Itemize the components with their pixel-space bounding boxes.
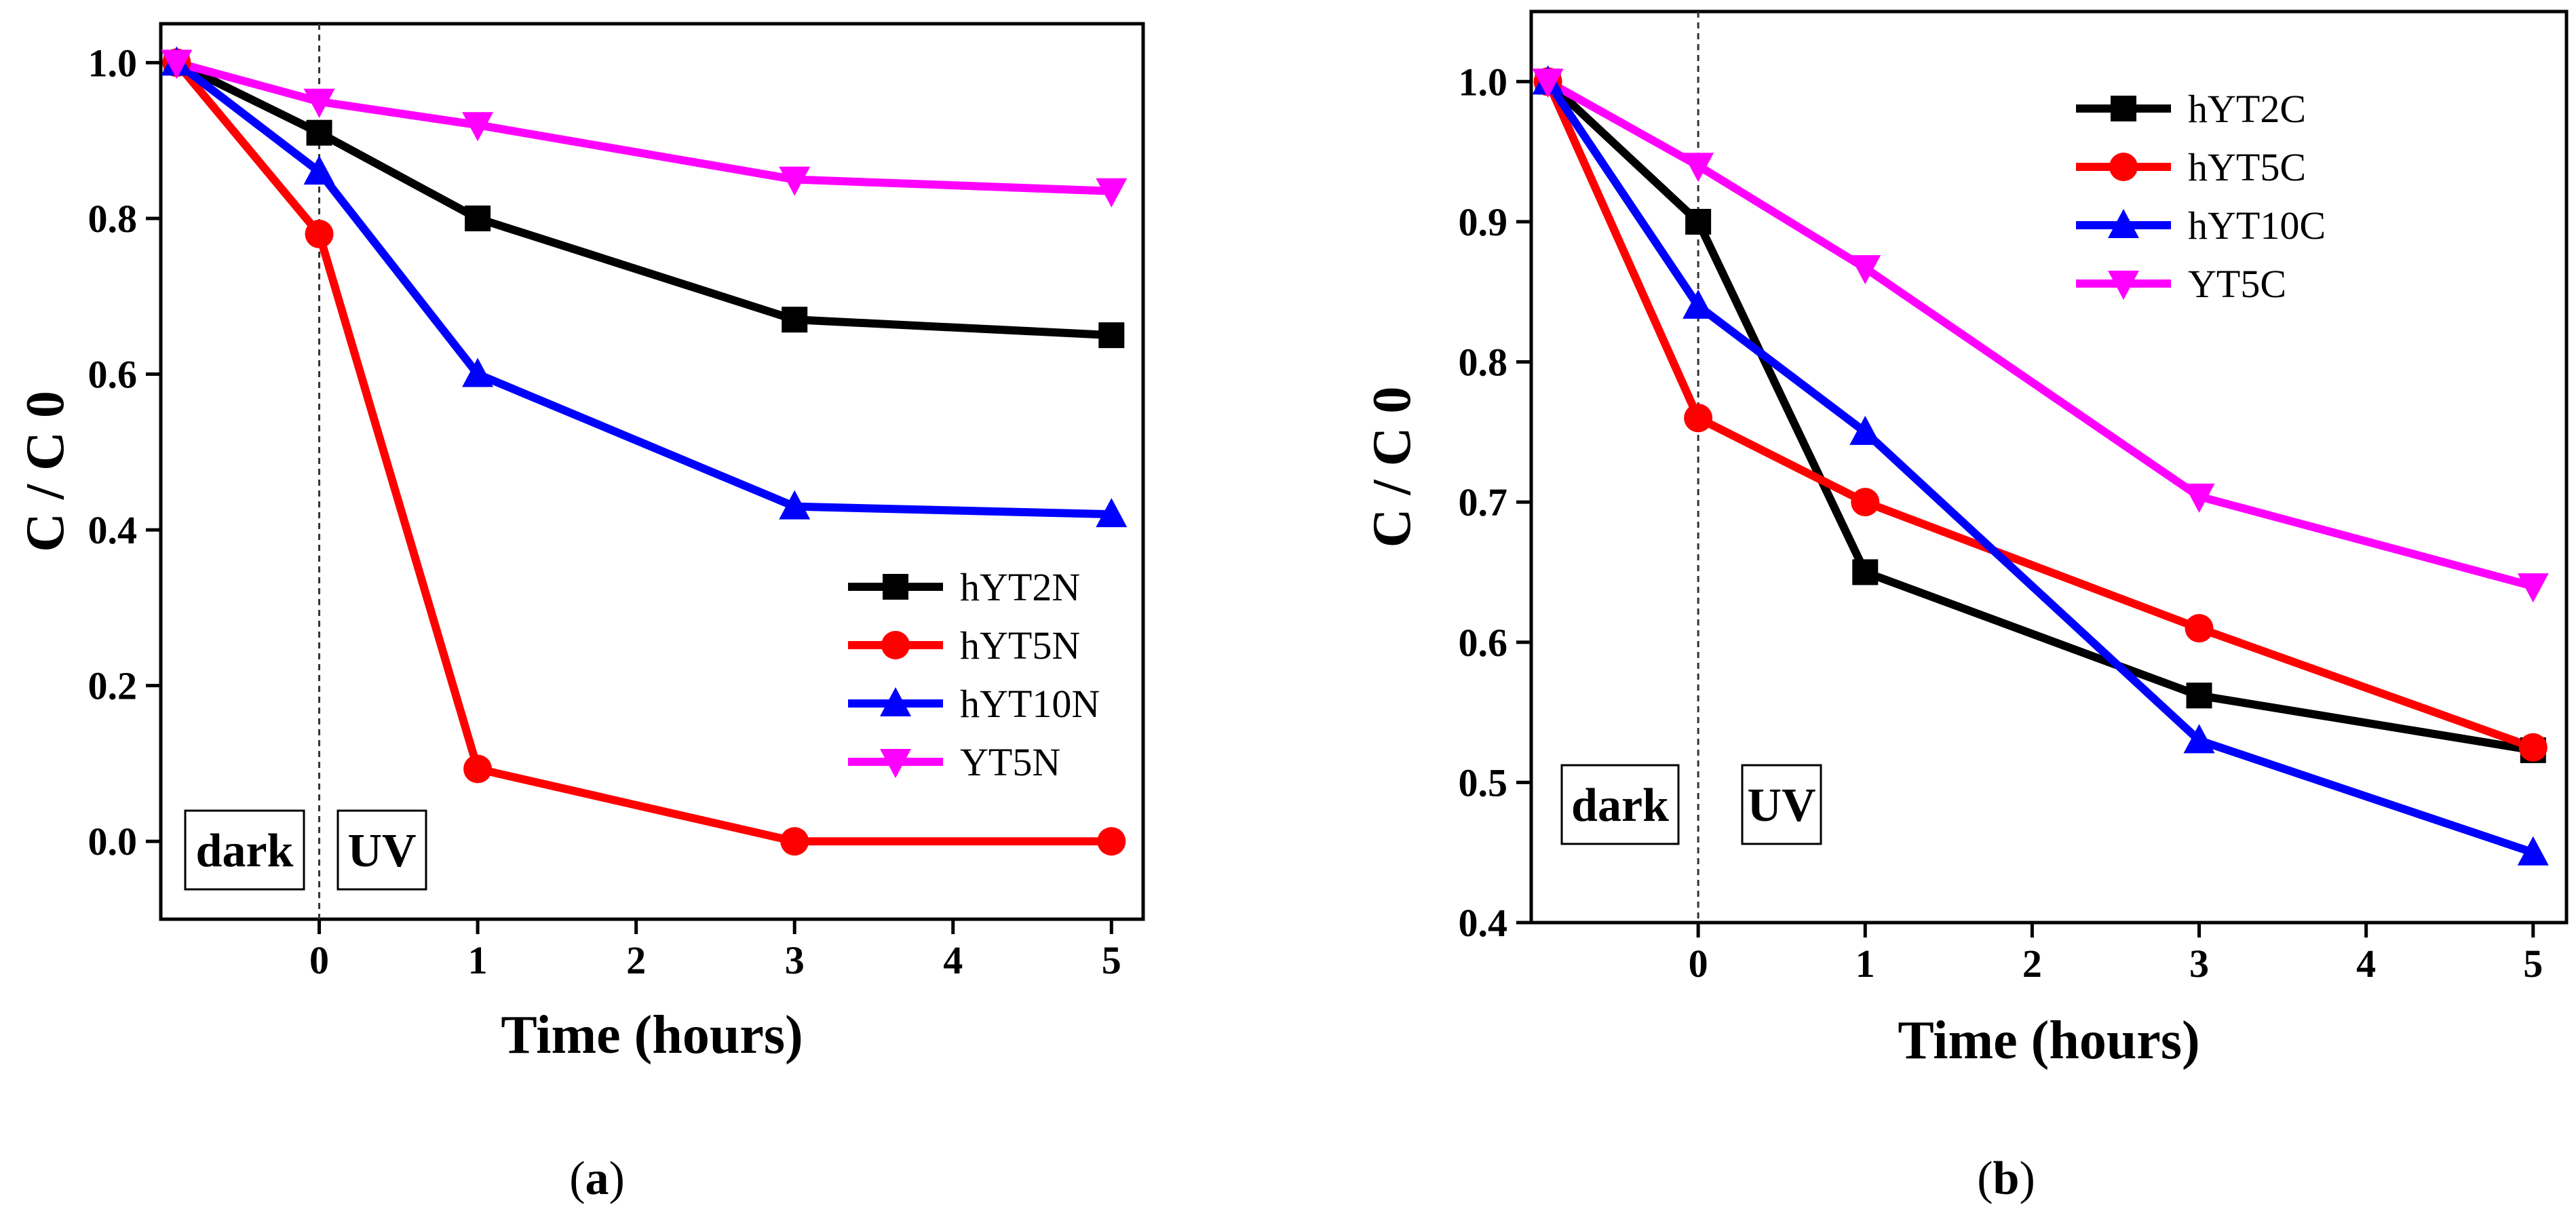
panel-caption: (b) [1977, 1153, 2035, 1205]
legend-label-YT5C: YT5C [2188, 262, 2286, 306]
caption-letter: a [585, 1153, 609, 1205]
data-point-YT5N [303, 88, 335, 118]
data-point-hYT10N [462, 358, 494, 387]
data-point-hYT5N [305, 219, 334, 248]
x-tick-label: 3 [2189, 942, 2209, 986]
data-point-hYT10N [303, 155, 335, 185]
legend-marker-hYT2C [2111, 96, 2136, 121]
panel-b-chart: 0 1 2 3 4 5 0.4 0.5 0.6 0.7 0.8 0.9 1.0 dark UV hYT2C hY… [1362, 9, 2569, 1205]
data-point-hYT5C [2185, 614, 2214, 643]
legend-label-YT5N: YT5N [960, 740, 1060, 784]
y-tick-label: 1.0 [88, 41, 138, 85]
y-tick-label: 0.0 [88, 819, 138, 864]
x-tick-label: 0 [309, 938, 329, 982]
y-axis-title: C / C 0 [16, 391, 75, 552]
panel-caption: (a) [569, 1153, 625, 1205]
data-point-hYT5N [1097, 827, 1126, 856]
data-point-hYT2N [465, 205, 491, 231]
data-point-YT5C [1532, 69, 1564, 98]
data-point-YT5C [2517, 573, 2549, 603]
data-point-YT5C [2183, 483, 2215, 513]
panel-a-chart: 0 1 2 3 4 5 0.0 0.2 0.4 0.6 0.8 1.0 dark UV hYT2N hYT5N… [16, 22, 1145, 1205]
y-tick-label: 0.8 [88, 197, 138, 241]
caption-letter: b [1993, 1153, 2020, 1205]
data-point-hYT2N [782, 307, 808, 333]
data-point-hYT10C [1849, 415, 1881, 445]
data-point-hYT10N [779, 490, 811, 520]
legend-label-hYT5C: hYT5C [2188, 145, 2306, 189]
y-tick-label: 0.9 [1459, 200, 1508, 244]
data-point-hYT10C [1683, 289, 1714, 319]
data-point-YT5N [779, 166, 811, 196]
data-point-hYT10C [2517, 836, 2549, 866]
y-tick-label: 0.6 [1459, 621, 1508, 665]
y-tick-label: 0.5 [1459, 760, 1508, 805]
dark-label-box [1560, 764, 1680, 845]
data-point-hYT10N [1096, 498, 1128, 528]
data-point-hYT2C [2186, 682, 2212, 709]
data-point-hYT5C [1684, 404, 1713, 433]
data-point-YT5N [462, 112, 494, 142]
plot-frame [1529, 9, 2569, 925]
y-tick-label: 0.4 [1459, 901, 1508, 945]
y-tick-label: 1.0 [1459, 60, 1508, 104]
x-tick-label: 3 [785, 938, 805, 982]
y-axis-title: C / C 0 [1362, 387, 1422, 548]
dark-label: dark [196, 825, 294, 877]
x-tick-label: 5 [2523, 942, 2543, 986]
x-tick-label: 0 [1689, 942, 1708, 986]
data-point-hYT2C [1685, 208, 1712, 235]
x-tick-label: 4 [943, 938, 963, 982]
legend-label-hYT5N: hYT5N [960, 623, 1080, 668]
uv-label: UV [1747, 779, 1815, 832]
data-point-YT5C [1683, 153, 1714, 182]
y-tick-label: 0.4 [88, 508, 138, 552]
x-axis-title: Time (hours) [1898, 1011, 2199, 1070]
x-tick-label: 1 [468, 938, 488, 982]
data-point-hYT2N [306, 119, 332, 146]
uv-label: UV [347, 825, 416, 877]
legend-label-hYT10C: hYT10C [2188, 204, 2326, 248]
y-tick-label: 0.8 [1459, 341, 1508, 385]
data-point-hYT5C [2518, 733, 2548, 762]
legend-label-hYT2C: hYT2C [2188, 87, 2306, 131]
data-point-hYT5N [780, 827, 809, 856]
legend-marker-hYT2N [883, 574, 908, 600]
data-point-YT5C [1849, 255, 1881, 285]
caption-close: ) [2019, 1153, 2035, 1205]
data-point-hYT5N [463, 754, 493, 784]
legend-marker-hYT5N [881, 631, 910, 659]
data-point-hYT5C [1851, 488, 1880, 517]
x-tick-label: 1 [1856, 942, 1875, 986]
uv-label-box [1741, 764, 1822, 845]
x-tick-label: 4 [2356, 942, 2376, 986]
x-tick-label: 2 [2022, 942, 2042, 986]
data-point-YT5N [161, 50, 193, 79]
dark-label: dark [1571, 779, 1669, 832]
x-axis-title: Time (hours) [501, 1005, 803, 1065]
legend-marker-hYT10N [880, 687, 911, 716]
caption-close: ) [609, 1153, 625, 1205]
y-tick-label: 0.7 [1459, 480, 1508, 524]
caption-open: ( [569, 1153, 585, 1205]
x-tick-label: 2 [626, 938, 646, 982]
plot-frame [159, 22, 1145, 921]
legend-label-hYT2N: hYT2N [960, 565, 1080, 609]
legend-label-hYT10N: hYT10N [960, 682, 1100, 726]
data-point-YT5N [1096, 178, 1128, 208]
data-point-hYT2C [1852, 559, 1879, 585]
legend-marker-hYT5C [2109, 153, 2138, 181]
data-point-hYT2N [1098, 322, 1125, 349]
dark-label-box [184, 809, 305, 891]
y-tick-label: 0.2 [88, 664, 138, 708]
legend-marker-YT5C [2108, 271, 2139, 300]
x-tick-label: 5 [1102, 938, 1121, 982]
uv-label-box [337, 809, 427, 891]
caption-open: ( [1977, 1153, 1993, 1205]
legend-marker-YT5N [880, 749, 911, 778]
y-tick-label: 0.6 [88, 353, 138, 397]
legend-marker-hYT10C [2108, 209, 2139, 238]
data-point-hYT10C [2183, 724, 2215, 754]
